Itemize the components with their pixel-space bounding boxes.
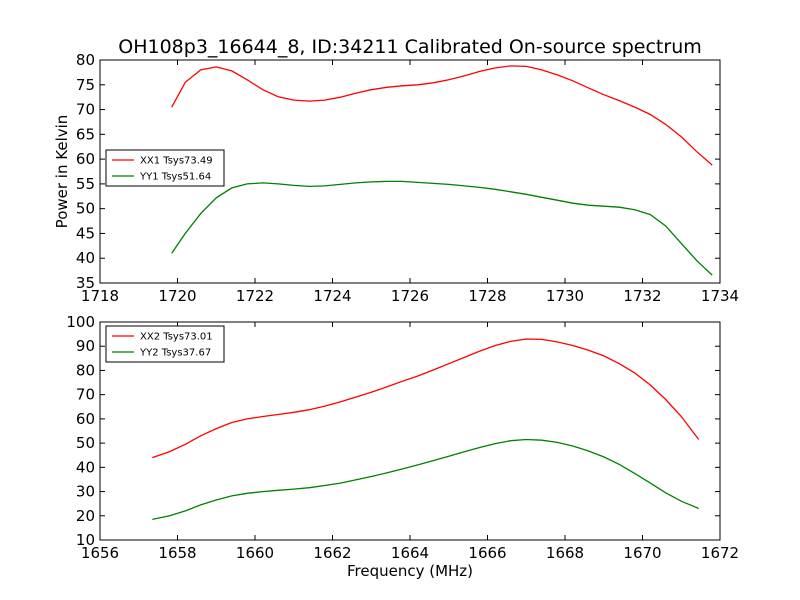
y-axis-label: Power in Kelvin bbox=[53, 115, 71, 229]
y-tick-label: 40 bbox=[76, 249, 95, 267]
legend-box bbox=[105, 149, 225, 187]
legend-label: YY1 Tsys51.64 bbox=[139, 172, 211, 183]
legend: XX2 Tsys73.01 YY2 Tsys37.67 bbox=[105, 325, 225, 363]
y-tick-label: 20 bbox=[76, 507, 95, 525]
x-tick-label: 1726 bbox=[391, 287, 429, 305]
x-tick-label: 1662 bbox=[313, 544, 351, 562]
series-line-2 bbox=[152, 438, 699, 521]
series-line-1 bbox=[171, 65, 713, 166]
x-tick-label: 1724 bbox=[313, 287, 351, 305]
legend-box bbox=[105, 325, 225, 363]
x-tick-label: 1664 bbox=[391, 544, 429, 562]
y-tick-label: 50 bbox=[76, 434, 95, 452]
series-line-2 bbox=[171, 180, 713, 276]
y-tick-label: 60 bbox=[76, 410, 95, 428]
y-tick-label: 35 bbox=[76, 274, 95, 292]
y-tick-label: 55 bbox=[76, 175, 95, 193]
x-tick-label: 1720 bbox=[158, 287, 196, 305]
y-tick-label: 100 bbox=[66, 313, 95, 331]
y-tick-label: 70 bbox=[76, 101, 95, 119]
x-tick-label: 1666 bbox=[468, 544, 506, 562]
y-tick-label: 50 bbox=[76, 200, 95, 218]
x-tick-label: 1732 bbox=[623, 287, 661, 305]
x-tick-label: 1658 bbox=[158, 544, 196, 562]
x-tick-label: 1668 bbox=[546, 544, 584, 562]
x-tick-label: 1730 bbox=[546, 287, 584, 305]
legend: XX1 Tsys73.49 YY1 Tsys51.64 bbox=[105, 149, 225, 187]
panels: 1718 1720 1722 1724 1726 1728 1730 1732 1734 35 40… bbox=[53, 51, 739, 580]
legend-label: XX1 Tsys73.49 bbox=[140, 156, 213, 167]
x-tick-label: 1670 bbox=[623, 544, 661, 562]
legend-label: YY2 Tsys37.67 bbox=[139, 348, 211, 359]
x-tick-label: 1734 bbox=[701, 287, 739, 305]
y-tick-label: 30 bbox=[76, 483, 95, 501]
plot-panel-1: 1718 1720 1722 1724 1726 1728 1730 1732 1734 35 40… bbox=[53, 51, 739, 305]
x-tick-label: 1660 bbox=[236, 544, 274, 562]
y-tick-label: 10 bbox=[76, 531, 95, 549]
y-tick-label: 70 bbox=[76, 386, 95, 404]
x-tick-label: 1656 bbox=[81, 544, 119, 562]
x-tick-label: 1728 bbox=[468, 287, 506, 305]
series-line-1 bbox=[152, 338, 700, 459]
y-tick-label: 45 bbox=[76, 224, 95, 242]
x-axis-label: Frequency (MHz) bbox=[347, 562, 473, 580]
y-tick-label: 90 bbox=[76, 337, 95, 355]
y-tick-label: 40 bbox=[76, 458, 95, 476]
x-tick-label: 1722 bbox=[236, 287, 274, 305]
x-tick-label: 1672 bbox=[701, 544, 739, 562]
y-tick-label: 80 bbox=[76, 361, 95, 379]
x-tick-label: 1718 bbox=[81, 287, 119, 305]
y-tick-label: 75 bbox=[76, 76, 95, 94]
y-tick-label: 60 bbox=[76, 150, 95, 168]
figure-title: OH108p3_16644_8, ID:34211 Calibrated On-… bbox=[118, 36, 702, 58]
y-tick-label: 80 bbox=[76, 51, 95, 69]
y-tick-label: 65 bbox=[76, 125, 95, 143]
legend-label: XX2 Tsys73.01 bbox=[140, 332, 213, 343]
plot-panel-2: 1656 1658 1660 1662 1664 1666 1668 1670 1672 10 20… bbox=[66, 313, 739, 580]
